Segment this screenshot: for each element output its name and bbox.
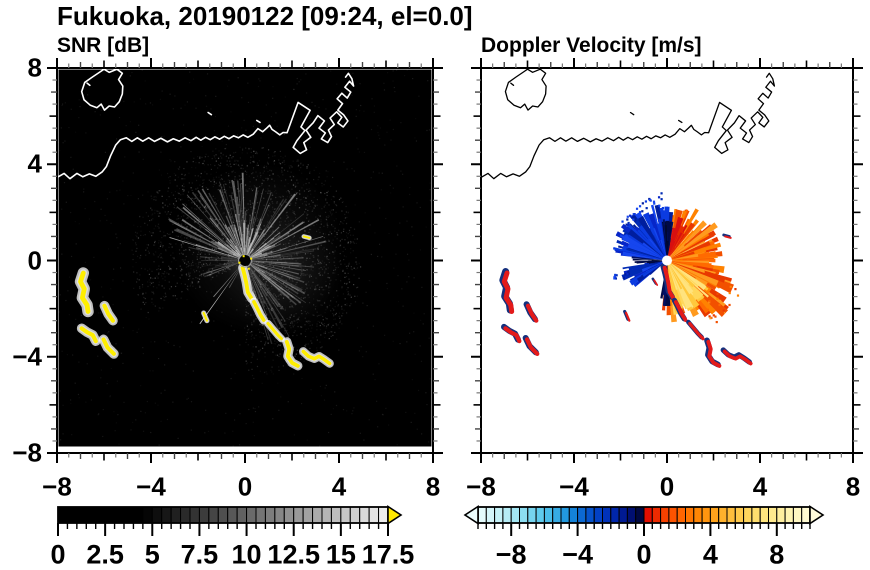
doppler-colorbar-label: 0 [636,539,652,570]
x-tick-label: 8 [425,471,441,502]
x-tick-label: −8 [466,471,496,502]
snr-colorbar-label: 7.5 [180,539,219,570]
doppler-colorbar-label: −4 [562,539,593,570]
doppler-panel-title: Doppler Velocity [m/s] [481,34,702,57]
y-tick-label: 8 [27,52,42,83]
x-tick-label: −4 [136,471,166,502]
x-tick-label: 8 [845,471,861,502]
x-tick-label: 4 [752,471,768,502]
y-tick-label: 4 [27,148,42,179]
doppler-colorbar-label: 4 [702,539,718,570]
figure-title: Fukuoka, 20190122 [09:24, el=0.0] [57,1,473,31]
doppler-colorbar-label: 8 [769,539,785,570]
snr-colorbar-label: 12.5 [267,539,320,570]
doppler-colorbar-label: −8 [495,539,527,570]
x-tick-label: −8 [42,471,72,502]
x-tick-label: 0 [659,471,675,502]
snr-colorbar-label: 10 [231,539,262,570]
x-tick-label: −4 [559,471,589,502]
snr-colorbar-label: 17.5 [361,539,415,570]
snr-colorbar-label: 15 [325,539,356,570]
snr-colorbar-label: 2.5 [86,539,124,570]
y-tick-label: 0 [27,245,42,275]
y-tick-label: −4 [12,341,42,372]
y-tick-label: −8 [12,437,42,468]
snr-panel-title: SNR [dB] [57,34,150,57]
x-tick-label: 4 [331,471,347,502]
snr-colorbar-label: 5 [144,539,160,570]
snr-colorbar-label: 0 [50,539,66,570]
x-tick-label: 0 [237,471,253,502]
